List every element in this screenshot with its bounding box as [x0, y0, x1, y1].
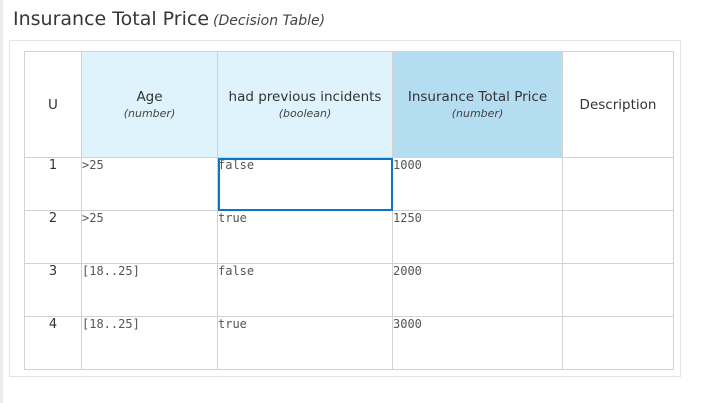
- rule-cell-age[interactable]: >25: [81, 157, 218, 211]
- column-type: (number): [451, 106, 504, 120]
- rule-cell-description[interactable]: [562, 210, 674, 264]
- table-row: 1 >25 false 1000: [24, 157, 674, 211]
- input-column-header-previous-incidents[interactable]: had previous incidents (boolean): [217, 51, 393, 158]
- rule-cell-previous-incidents[interactable]: false: [217, 157, 393, 211]
- hit-policy-label: U: [48, 96, 58, 113]
- decision-table: U Age (number) had previous incidents (b…: [24, 51, 674, 370]
- rule-cell-total-price[interactable]: 1250: [392, 210, 563, 264]
- column-label: Age: [136, 88, 163, 105]
- rule-cell-previous-incidents[interactable]: true: [217, 210, 393, 264]
- table-row: 4 [18..25] true 3000: [24, 316, 674, 370]
- column-label: had previous incidents: [228, 88, 382, 105]
- row-number[interactable]: 1: [24, 157, 82, 211]
- rule-cell-total-price[interactable]: 1000: [392, 157, 563, 211]
- row-number[interactable]: 4: [24, 316, 82, 370]
- rule-cell-description[interactable]: [562, 157, 674, 211]
- row-number[interactable]: 2: [24, 210, 82, 264]
- rule-cell-description[interactable]: [562, 263, 674, 317]
- rule-cell-previous-incidents[interactable]: false: [217, 263, 393, 317]
- page-border: [0, 0, 3, 403]
- hit-policy-cell[interactable]: U: [24, 51, 82, 158]
- column-label: Insurance Total Price: [407, 88, 548, 105]
- rule-cell-age[interactable]: [18..25]: [81, 316, 218, 370]
- rule-cell-age[interactable]: >25: [81, 210, 218, 264]
- annotation-column-header-description[interactable]: Description: [562, 51, 674, 158]
- header-row: U Age (number) had previous incidents (b…: [24, 51, 674, 158]
- rule-cell-previous-incidents[interactable]: true: [217, 316, 393, 370]
- column-label: Description: [579, 96, 657, 113]
- table-row: 2 >25 true 1250: [24, 210, 674, 264]
- input-column-header-age[interactable]: Age (number): [81, 51, 218, 158]
- column-type: (number): [123, 106, 176, 120]
- decision-title[interactable]: Insurance Total Price: [13, 8, 210, 30]
- rule-cell-total-price[interactable]: 2000: [392, 263, 563, 317]
- row-number[interactable]: 3: [24, 263, 82, 317]
- rule-cell-total-price[interactable]: 3000: [392, 316, 563, 370]
- table-row: 3 [18..25] false 2000: [24, 263, 674, 317]
- rule-cell-age[interactable]: [18..25]: [81, 263, 218, 317]
- column-type: (boolean): [278, 106, 332, 120]
- decision-kind: (Decision Table): [213, 13, 326, 29]
- decision-header: Insurance Total Price (Decision Table): [13, 8, 325, 30]
- rule-cell-description[interactable]: [562, 316, 674, 370]
- output-column-header-total-price[interactable]: Insurance Total Price (number): [392, 51, 563, 158]
